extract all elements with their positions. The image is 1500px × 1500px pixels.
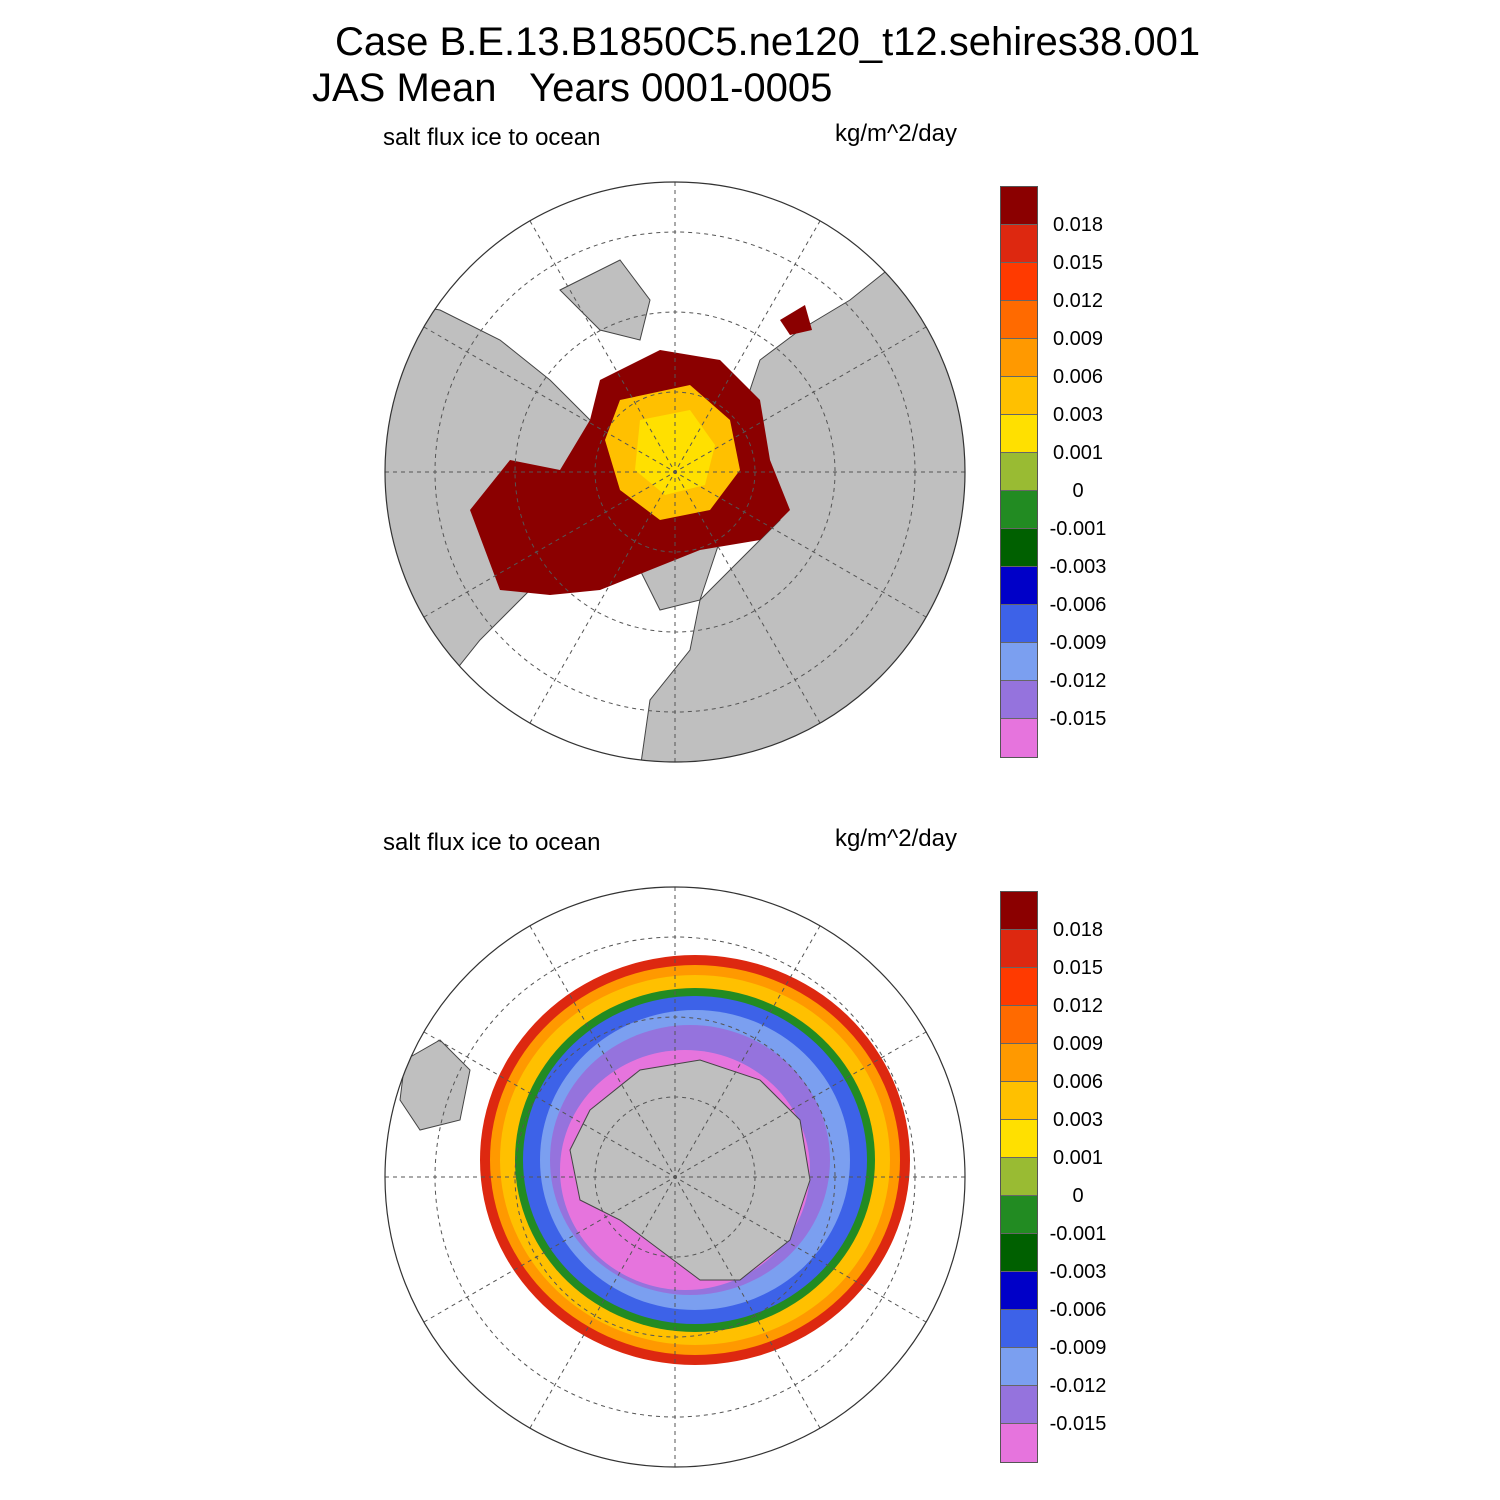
south-colorbar-swatch xyxy=(1001,1120,1037,1158)
south-colorbar-tick-label: 0.003 xyxy=(1052,1109,1104,1131)
north-ice-core xyxy=(635,410,715,495)
south-colorbar-swatch xyxy=(1001,892,1037,930)
south-colorbar-tick-label: 0.018 xyxy=(1052,919,1104,941)
north-colorbar-swatch xyxy=(1001,453,1037,491)
figure-title-period: JAS Mean Years 0001-0005 xyxy=(312,66,833,110)
south-colorbar-swatch xyxy=(1001,1424,1037,1462)
south-colorbar-swatch xyxy=(1001,930,1037,968)
north-colorbar-tick-label: 0.001 xyxy=(1052,442,1104,464)
north-colorbar-tick-label: -0.003 xyxy=(1049,556,1107,578)
north-colorbar-swatch xyxy=(1001,567,1037,605)
south-units-label: kg/m^2/day xyxy=(835,825,957,852)
north-colorbar-tick-label: -0.001 xyxy=(1049,518,1107,540)
south-colorbar-swatch xyxy=(1001,1158,1037,1196)
south-land-south-america xyxy=(399,1039,471,1131)
south-colorbar-swatch xyxy=(1001,1196,1037,1234)
north-ice-okhotsk xyxy=(780,305,812,335)
north-colorbar-swatch xyxy=(1001,681,1037,719)
south-variable-label: salt flux ice to ocean xyxy=(383,829,601,856)
north-colorbar-swatch xyxy=(1001,719,1037,757)
south-colorbar-tick-label: -0.012 xyxy=(1049,1375,1107,1397)
north-colorbar-swatch xyxy=(1001,339,1037,377)
north-colorbar-swatch xyxy=(1001,377,1037,415)
north-colorbar-tick-label: 0.003 xyxy=(1052,404,1104,426)
south-colorbar-swatch xyxy=(1001,1044,1037,1082)
south-colorbar-swatch xyxy=(1001,1234,1037,1272)
south-colorbar-swatch xyxy=(1001,1386,1037,1424)
south-colorbar-tick-label: 0.009 xyxy=(1052,1033,1104,1055)
north-colorbar-tick-label: -0.015 xyxy=(1049,708,1107,730)
south-colorbar-swatch xyxy=(1001,1006,1037,1044)
north-colorbar-tick-label: 0.009 xyxy=(1052,328,1104,350)
south-colorbar-tick-label: -0.009 xyxy=(1049,1337,1107,1359)
south-colorbar-tick-label: 0.012 xyxy=(1052,995,1104,1017)
north-colorbar-swatch xyxy=(1001,225,1037,263)
south-colorbar-tick-label: 0.001 xyxy=(1052,1147,1104,1169)
south-colorbar-tick-label: -0.003 xyxy=(1049,1261,1107,1283)
north-colorbar-tick-label: -0.012 xyxy=(1049,670,1107,692)
south-colorbar-tick-label: 0 xyxy=(1072,1185,1084,1207)
south-colorbar-tick-label: -0.015 xyxy=(1049,1413,1107,1435)
north-colorbar-tick-label: 0.006 xyxy=(1052,366,1104,388)
south-land-antarctica xyxy=(569,1059,811,1281)
north-graticule xyxy=(385,182,965,762)
south-colorbar xyxy=(1000,891,1038,1463)
north-colorbar-tick-label: 0.012 xyxy=(1052,290,1104,312)
north-colorbar-swatch xyxy=(1001,301,1037,339)
north-colorbar-swatch xyxy=(1001,415,1037,453)
north-colorbar xyxy=(1000,186,1038,758)
north-colorbar-tick-label: -0.009 xyxy=(1049,632,1107,654)
north-colorbar-tick-label: 0.015 xyxy=(1052,252,1104,274)
south-graticule xyxy=(385,887,965,1467)
south-colorbar-swatch xyxy=(1001,968,1037,1006)
south-colorbar-tick-label: -0.006 xyxy=(1049,1299,1107,1321)
north-colorbar-tick-label: -0.006 xyxy=(1049,594,1107,616)
north-colorbar-swatch xyxy=(1001,529,1037,567)
north-colorbar-swatch xyxy=(1001,263,1037,301)
figure-title-case: Case B.E.13.B1850C5.ne120_t12.sehires38.… xyxy=(335,20,1201,64)
south-colorbar-swatch xyxy=(1001,1348,1037,1386)
south-colorbar-tick-label: -0.001 xyxy=(1049,1223,1107,1245)
south-colorbar-swatch xyxy=(1001,1310,1037,1348)
north-colorbar-tick-label: 0.018 xyxy=(1052,214,1104,236)
south-colorbar-swatch xyxy=(1001,1272,1037,1310)
north-colorbar-swatch xyxy=(1001,643,1037,681)
south-colorbar-swatch xyxy=(1001,1082,1037,1120)
north-colorbar-swatch xyxy=(1001,187,1037,225)
north-colorbar-swatch xyxy=(1001,605,1037,643)
south-colorbar-tick-label: 0.006 xyxy=(1052,1071,1104,1093)
north-units-label: kg/m^2/day xyxy=(835,120,957,147)
south-colorbar-tick-label: 0.015 xyxy=(1052,957,1104,979)
north-variable-label: salt flux ice to ocean xyxy=(383,124,601,151)
north-colorbar-swatch xyxy=(1001,491,1037,529)
north-colorbar-tick-label: 0 xyxy=(1072,480,1084,502)
north-land-bering xyxy=(559,259,651,341)
